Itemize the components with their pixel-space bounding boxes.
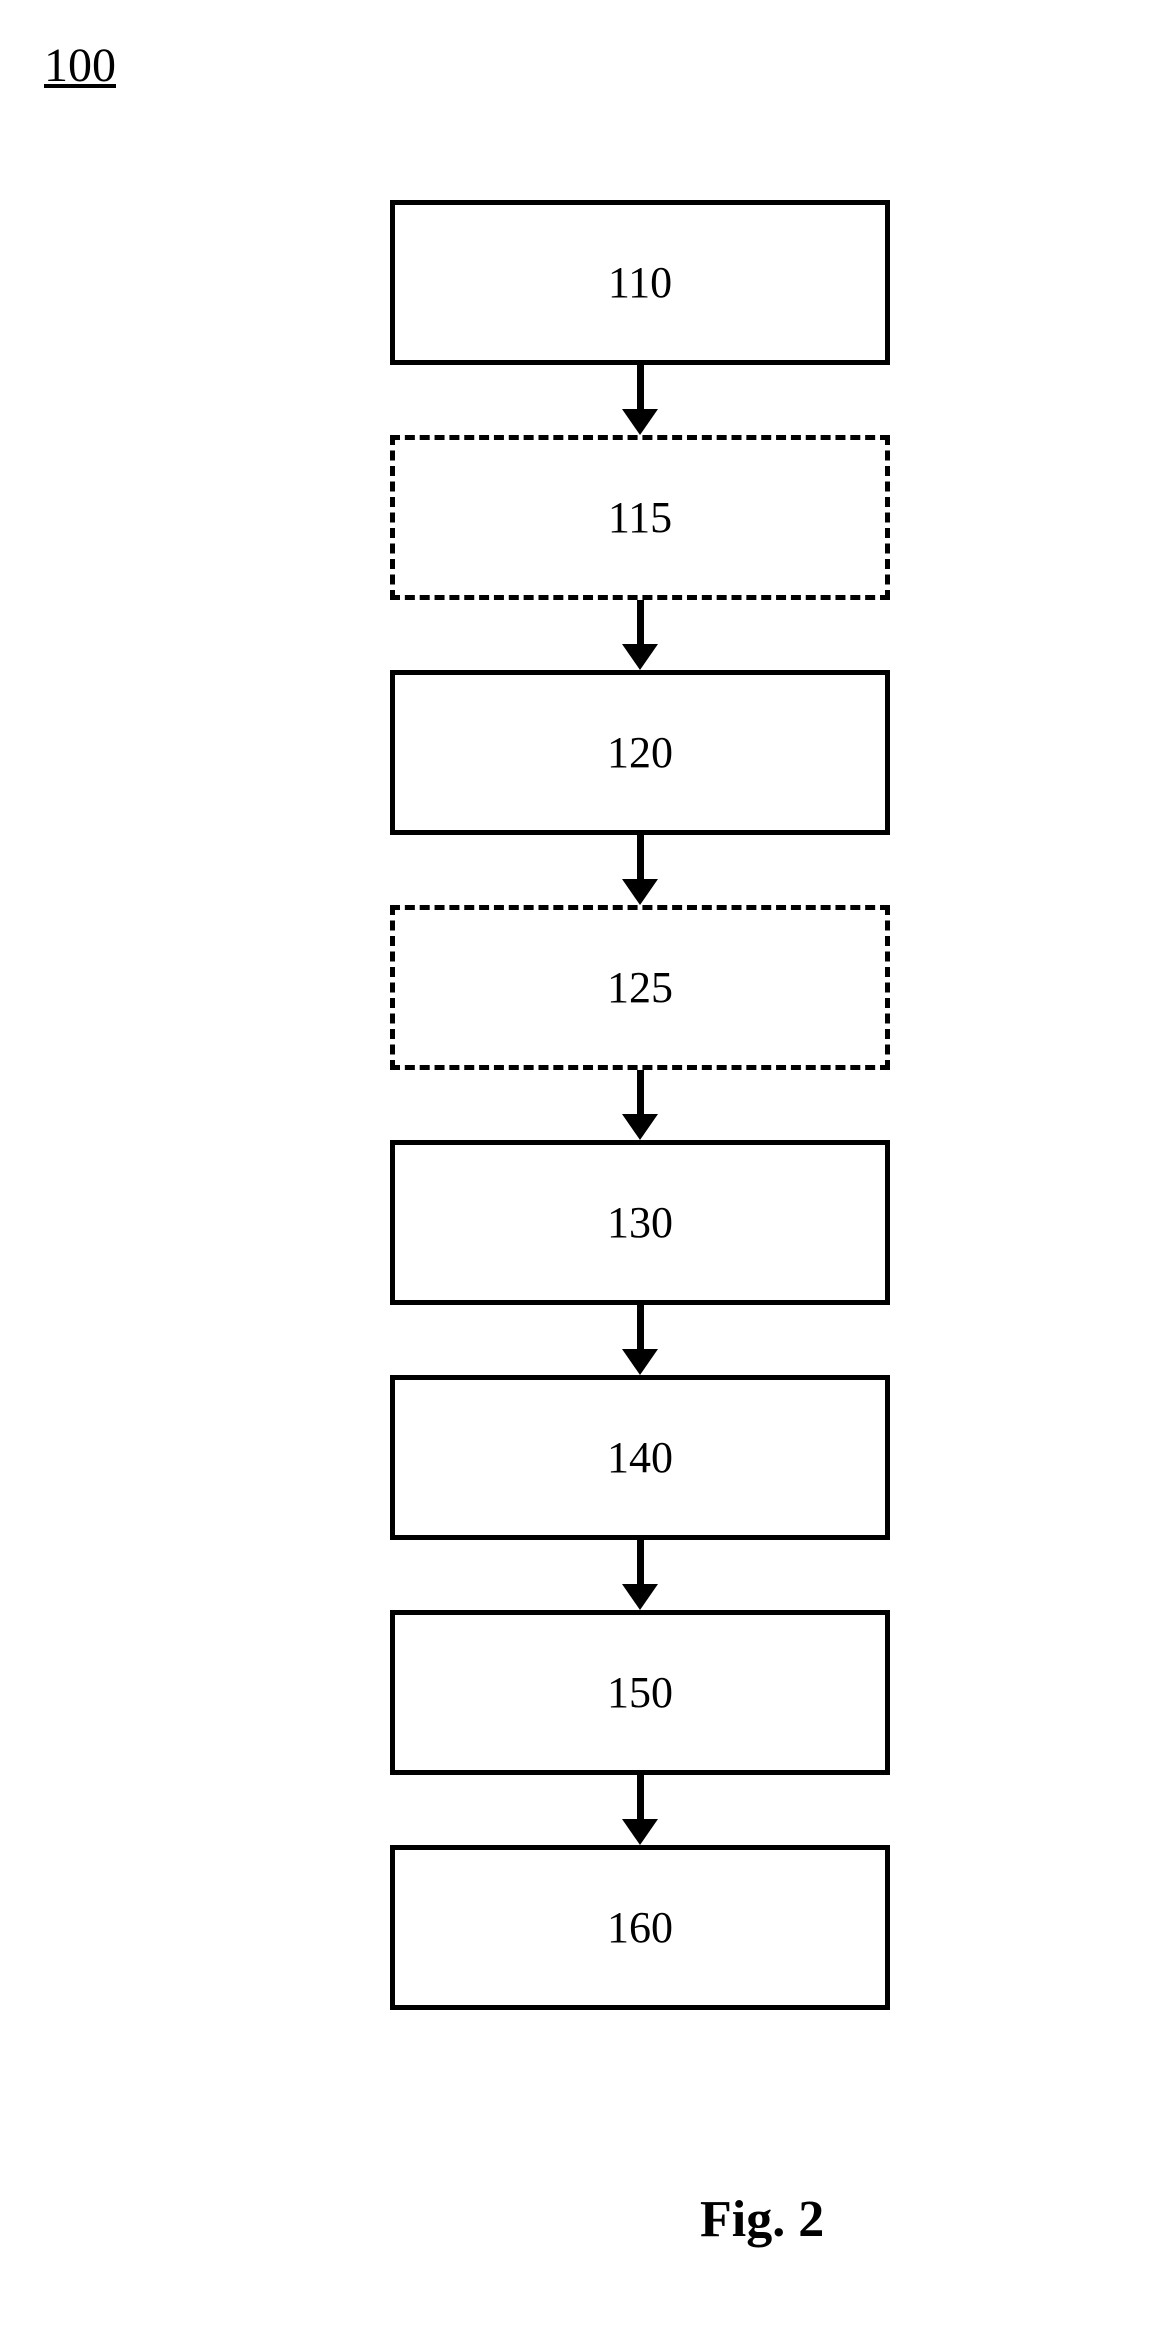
flowchart-node-130: 130 <box>390 1140 890 1305</box>
flowchart-node-160: 160 <box>390 1845 890 2010</box>
flowchart-node-115: 115 <box>390 435 890 600</box>
flowchart-node-140: 140 <box>390 1375 890 1540</box>
arrow-shaft <box>637 600 644 644</box>
flowchart-node-label: 120 <box>607 727 673 778</box>
flowchart-node-label: 125 <box>607 962 673 1013</box>
flowchart-node-label: 115 <box>608 492 672 543</box>
arrow-head-icon <box>622 879 658 905</box>
flowchart-arrow <box>622 1775 658 1845</box>
flowchart-arrow <box>622 835 658 905</box>
arrow-shaft <box>637 1305 644 1349</box>
flowchart-node-label: 130 <box>607 1197 673 1248</box>
flowchart-node-label: 140 <box>607 1432 673 1483</box>
arrow-shaft <box>637 835 644 879</box>
flowchart-node-110: 110 <box>390 200 890 365</box>
arrow-shaft <box>637 1540 644 1584</box>
flowchart-arrow <box>622 1070 658 1140</box>
arrow-head-icon <box>622 644 658 670</box>
flowchart-arrow <box>622 600 658 670</box>
flowchart-node-label: 160 <box>607 1902 673 1953</box>
flowchart-arrow <box>622 1540 658 1610</box>
arrow-shaft <box>637 365 644 409</box>
flowchart-node-120: 120 <box>390 670 890 835</box>
flowchart-node-125: 125 <box>390 905 890 1070</box>
flowchart-container: 110 115 120 125 130 140 150 160 <box>390 200 890 2010</box>
arrow-shaft <box>637 1775 644 1819</box>
arrow-head-icon <box>622 1114 658 1140</box>
flowchart-node-label: 150 <box>607 1667 673 1718</box>
flowchart-node-150: 150 <box>390 1610 890 1775</box>
flowchart-node-label: 110 <box>608 257 672 308</box>
arrow-head-icon <box>622 1819 658 1845</box>
flowchart-arrow <box>622 365 658 435</box>
flowchart-arrow <box>622 1305 658 1375</box>
diagram-title: 100 <box>44 38 116 93</box>
arrow-head-icon <box>622 1349 658 1375</box>
arrow-head-icon <box>622 409 658 435</box>
figure-caption: Fig. 2 <box>700 2190 824 2249</box>
arrow-shaft <box>637 1070 644 1114</box>
arrow-head-icon <box>622 1584 658 1610</box>
